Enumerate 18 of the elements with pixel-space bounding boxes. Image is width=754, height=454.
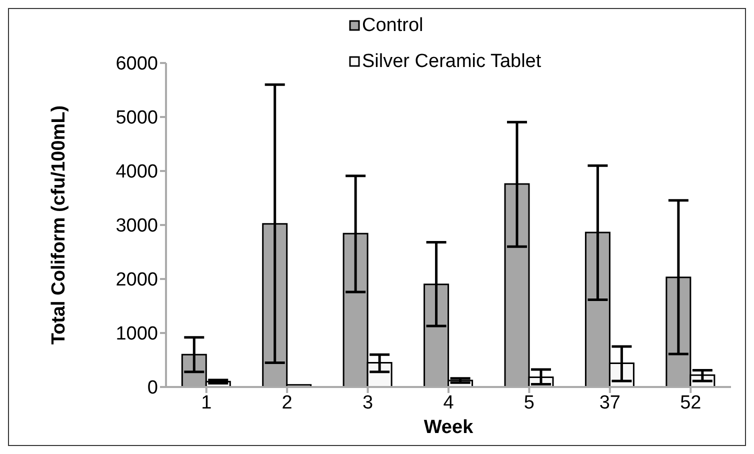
y-tick-label: 3000 bbox=[116, 216, 158, 237]
x-tick-label: 3 bbox=[362, 392, 374, 414]
y-tick-label: 4000 bbox=[116, 162, 158, 183]
x-tick-label: 37 bbox=[599, 392, 620, 414]
x-axis-title: Week bbox=[424, 417, 474, 438]
y-tick-label: 2000 bbox=[116, 270, 158, 291]
x-tick-label: 2 bbox=[282, 392, 292, 414]
legend-label: Silver Ceramic Tablet bbox=[362, 51, 542, 72]
y-tick-label: 0 bbox=[147, 378, 158, 399]
x-tick-label: 52 bbox=[680, 392, 702, 414]
x-tick-label: 5 bbox=[524, 392, 535, 414]
y-tick-label: 1000 bbox=[116, 324, 158, 345]
y-tick-label: 5000 bbox=[116, 108, 158, 129]
y-tick-label: 6000 bbox=[116, 54, 158, 75]
x-tick-label: 4 bbox=[443, 392, 454, 414]
y-axis-title: Total Coliform (cfu/100mL) bbox=[48, 105, 70, 345]
x-tick-label: 1 bbox=[201, 392, 212, 414]
legend-label: Control bbox=[362, 15, 424, 36]
